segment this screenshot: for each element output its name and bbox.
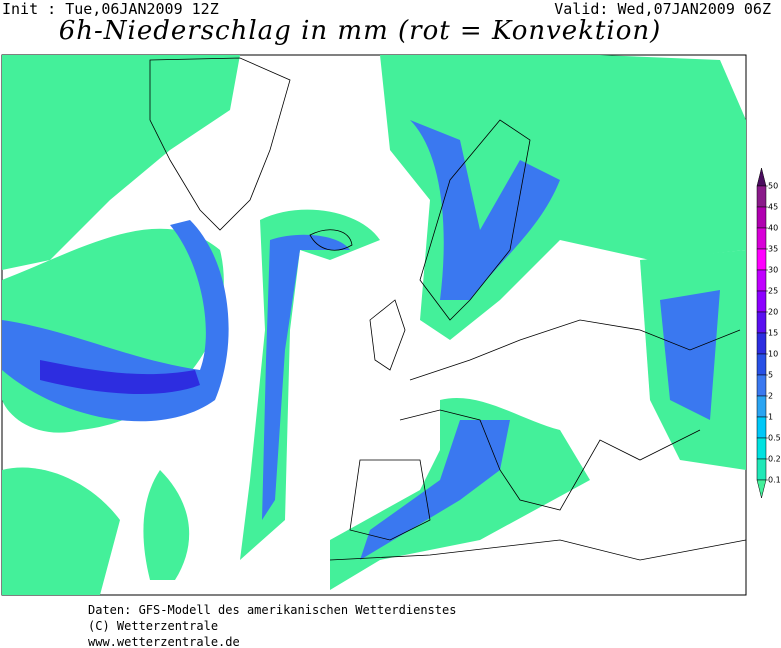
footer-source: Daten: GFS-Modell des amerikanischen Wet… bbox=[88, 603, 457, 617]
colorbar-arrow bbox=[756, 479, 767, 499]
colorbar-box bbox=[756, 437, 767, 460]
colorbar-label: 0.1 bbox=[768, 476, 781, 485]
colorbar-box bbox=[756, 311, 767, 334]
colorbar-label: 2 bbox=[768, 392, 773, 401]
colorbar-box bbox=[756, 458, 767, 481]
precip-fields bbox=[2, 55, 746, 595]
colorbar-box bbox=[756, 353, 767, 376]
coastlines bbox=[149, 57, 747, 561]
colorbar-label: 50 bbox=[768, 182, 778, 191]
colorbar-label: 45 bbox=[768, 203, 778, 212]
colorbar-box bbox=[756, 269, 767, 292]
colorbar-label: 40 bbox=[768, 224, 778, 233]
colorbar-label: 10 bbox=[768, 350, 778, 359]
footer-copyright: (C) Wetterzentrale bbox=[88, 619, 219, 633]
colorbar-label: 25 bbox=[768, 287, 778, 296]
colorbar-arrow bbox=[756, 167, 767, 187]
colorbar-box bbox=[756, 227, 767, 250]
colorbar-box bbox=[756, 290, 767, 313]
colorbar-label: 35 bbox=[768, 245, 778, 254]
map-title: 6h-Niederschlag in mm (rot = Konvektion) bbox=[58, 16, 662, 46]
colorbar-label: 1 bbox=[768, 413, 773, 422]
footer-url: www.wetterzentrale.de bbox=[88, 635, 240, 648]
colorbar-label: 0.2 bbox=[768, 455, 781, 464]
colorbar-box bbox=[756, 374, 767, 397]
colorbar-box bbox=[756, 185, 767, 208]
colorbar-box bbox=[756, 395, 767, 418]
colorbar-label: 15 bbox=[768, 329, 778, 338]
colorbar-label: 5 bbox=[768, 371, 773, 380]
init-time: Init : Tue,06JAN2009 12Z bbox=[2, 0, 219, 18]
valid-time: Valid: Wed,07JAN2009 06Z bbox=[554, 0, 771, 18]
colorbar-label: 20 bbox=[768, 308, 778, 317]
colorbar-box bbox=[756, 416, 767, 439]
colorbar-label: 0.5 bbox=[768, 434, 781, 443]
colorbar-box bbox=[756, 248, 767, 271]
colorbar-label: 30 bbox=[768, 266, 778, 275]
colorbar-box bbox=[756, 332, 767, 355]
colorbar-box bbox=[756, 206, 767, 229]
colorbar: 50 45 40 35 30 25 20 15 10 5 2 1 0.5 0.2 0.1 bbox=[756, 167, 781, 499]
